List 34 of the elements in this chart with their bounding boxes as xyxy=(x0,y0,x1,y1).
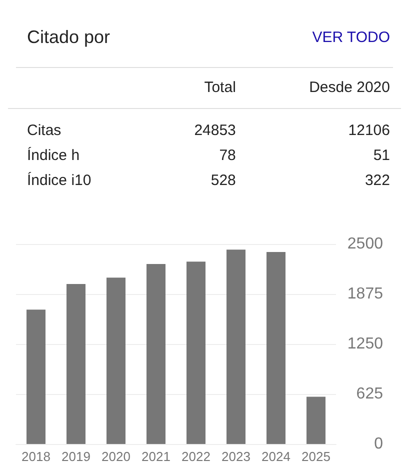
bar xyxy=(146,264,166,444)
y-tick-label: 1250 xyxy=(347,336,384,352)
data-label: 24853 xyxy=(193,121,236,141)
y-tick-label: 2500 xyxy=(347,236,384,252)
data-label: 528 xyxy=(210,171,236,191)
category-label: Índice i10 xyxy=(26,171,92,191)
bar xyxy=(266,252,286,444)
text: Citado por xyxy=(27,27,110,48)
x-tick-label: 2024 xyxy=(262,449,290,464)
text: VER TODO xyxy=(312,29,390,46)
x-tick-label: 2021 xyxy=(142,449,170,464)
bar xyxy=(106,278,126,444)
text: Total xyxy=(203,78,236,98)
category-label: Índice h xyxy=(26,146,81,166)
data-label: 78 xyxy=(218,146,236,166)
bar xyxy=(186,262,206,444)
text: Desde 2020 xyxy=(308,78,391,98)
x-tick-label: 2025 xyxy=(302,449,330,464)
bar xyxy=(26,310,46,444)
bar xyxy=(66,284,86,444)
x-tick-label: 2022 xyxy=(182,449,210,464)
data-label: 322 xyxy=(364,171,391,191)
data-label: 51 xyxy=(372,146,391,166)
bar xyxy=(306,396,326,444)
y-tick-label: 0 xyxy=(374,436,384,452)
x-tick-label: 2019 xyxy=(62,449,90,464)
y-tick-label: 625 xyxy=(356,386,384,402)
x-tick-label: 2023 xyxy=(222,449,250,464)
bar xyxy=(226,250,246,444)
data-label: 12106 xyxy=(347,121,391,141)
x-tick-label: 2020 xyxy=(102,449,130,464)
y-tick-label: 1875 xyxy=(347,286,384,302)
x-tick-label: 2018 xyxy=(22,449,50,464)
category-label: Citas xyxy=(26,121,62,141)
